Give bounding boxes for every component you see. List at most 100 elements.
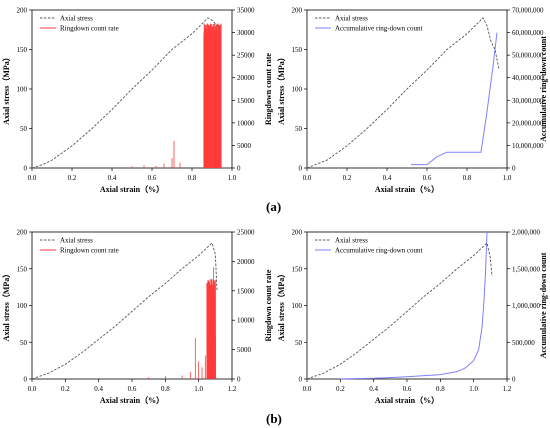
legend-label-series2: Accumulative ring-down count: [335, 247, 423, 255]
ringdown-rate-series: [131, 23, 222, 168]
chart-a-right: 0.0 0.2 0.4 0.6 0.8 1.0 0 50 100 150 200 0 10,000,00…: [275, 0, 550, 200]
y2-tick-label: 5000: [237, 346, 252, 354]
y-tick-label: 100: [17, 86, 28, 94]
chart-b-right: 0.0 0.2 0.4 0.6 0.8 1.0 1.2 0 50 100 150 200 0 500,00…: [275, 214, 550, 410]
y2-tick-label: 30,000,000: [512, 97, 544, 105]
x-tick-label: 0.6: [423, 174, 432, 182]
y-tick-label: 50: [295, 339, 303, 347]
y-tick-label: 50: [295, 125, 303, 133]
chart-b-left-svg: 0.0 0.2 0.4 0.6 0.8 1.0 1.20501001502000500010…: [1, 229, 273, 406]
x-tick-label: 0.2: [61, 385, 70, 393]
y2-tick-label: 0: [512, 165, 516, 173]
y-axis-label: Axial stress（MPa）: [276, 270, 286, 342]
x-tick-label: 0.8: [161, 385, 170, 393]
y2-axis-label: Accumulative ring-down count: [539, 252, 548, 358]
x-tick-label: 1.0: [228, 174, 237, 182]
y2-tick-label: 25000: [237, 229, 255, 237]
chart-b-right-svg: 0.0 0.2 0.4 0.6 0.8 1.0 1.20501001502000500,00…: [276, 229, 548, 406]
y2-tick-label: 15000: [237, 97, 255, 105]
y-tick-label: 200: [292, 7, 303, 15]
legend-label-stress: Axial stress: [60, 15, 93, 23]
y2-tick-label: 50,000,000: [512, 52, 544, 60]
x-tick-label: 0.8: [188, 174, 197, 182]
y2-tick-label: 20000: [237, 258, 255, 266]
x-axis-label: Axial strain（%）: [375, 184, 439, 194]
x-tick-label: 0.0: [28, 385, 37, 393]
y2-tick-label: 20,000,000: [512, 119, 544, 127]
y-tick-label: 100: [292, 302, 303, 310]
y-tick-label: 100: [292, 86, 303, 94]
ringdown-rate-series: [148, 267, 216, 379]
legend-label-stress: Axial stress: [335, 15, 368, 23]
x-tick-label: 0.4: [383, 174, 392, 182]
axial-stress-line: [306, 242, 493, 380]
y2-tick-label: 15000: [237, 287, 255, 295]
x-tick-label: 0.4: [94, 385, 103, 393]
x-tick-label: 0.6: [403, 385, 412, 393]
y2-axis-label: Ringdown count rate: [264, 269, 273, 341]
y2-tick-label: 35000: [237, 7, 255, 15]
y-axis-label: Axial stress（MPa）: [1, 53, 11, 125]
x-tick-label: 0.2: [343, 174, 352, 182]
y2-tick-label: 30000: [237, 29, 255, 37]
y-tick-label: 0: [299, 376, 303, 384]
legend-label-series2: Accumulative ring-down count: [335, 25, 423, 33]
y2-tick-label: 40,000,000: [512, 74, 544, 82]
legend-label-series2: Ringdown count rate: [60, 25, 119, 33]
x-tick-label: 0.6: [128, 385, 137, 393]
x-axis-label: Axial strain（%）: [100, 184, 164, 194]
x-tick-label: 1.0: [194, 385, 203, 393]
axial-stress-line: [31, 17, 221, 169]
y-tick-label: 0: [299, 165, 303, 173]
y2-tick-label: 70,000,000: [512, 7, 544, 15]
y-tick-label: 50: [20, 339, 28, 347]
y2-axis-label: Accumulative ring-down count: [539, 36, 548, 142]
y2-tick-label: 2,000,000: [512, 229, 541, 237]
x-axis-label: Axial strain（%）: [100, 395, 164, 405]
row-label-a: (a): [266, 199, 282, 214]
y2-tick-label: 20000: [237, 74, 255, 82]
y2-tick-label: 1,000,000: [512, 302, 541, 310]
x-tick-label: 0.6: [148, 174, 157, 182]
chart-b-left: 0.0 0.2 0.4 0.6 0.8 1.0 1.2 0 50 100 150 200 0 5000 10…: [0, 214, 275, 410]
axial-stress-line: [306, 17, 500, 169]
x-tick-label: 0.8: [436, 385, 445, 393]
y-axis-label: Axial stress（MPa）: [1, 270, 11, 342]
y2-tick-label: 500,000: [512, 339, 535, 347]
legend-label-stress: Axial stress: [60, 237, 93, 245]
legend-label-series2: Ringdown count rate: [60, 247, 119, 255]
y-tick-label: 150: [292, 265, 303, 273]
x-axis-label: Axial strain（%）: [375, 395, 439, 405]
y-tick-label: 200: [17, 229, 28, 237]
chart-a-left-svg: 0.0 0.2 0.4 0.6 0.8 1.00501001502000500010000…: [1, 7, 273, 195]
x-tick-label: 0.0: [28, 174, 37, 182]
chart-a-right-svg: 0.0 0.2 0.4 0.6 0.8 1.0050100150200010,000,00…: [276, 7, 548, 195]
y2-tick-label: 1,500,000: [512, 265, 541, 273]
x-tick-label: 0.4: [108, 174, 117, 182]
accumulative-count-line: [411, 32, 498, 166]
x-tick-label: 0.2: [68, 174, 77, 182]
y-tick-label: 0: [24, 376, 28, 384]
y-tick-label: 0: [24, 165, 28, 173]
y-tick-label: 50: [20, 125, 28, 133]
y2-tick-label: 0: [512, 376, 516, 384]
x-tick-label: 1.2: [228, 385, 237, 393]
axial-stress-line: [31, 242, 218, 380]
x-tick-label: 1.0: [503, 174, 512, 182]
x-tick-label: 0.0: [303, 385, 312, 393]
x-tick-label: 0.2: [336, 385, 345, 393]
y2-tick-label: 0: [237, 165, 241, 173]
y-tick-label: 150: [292, 46, 303, 54]
y2-tick-label: 10000: [237, 119, 255, 127]
y-tick-label: 150: [17, 265, 28, 273]
legend-label-stress: Axial stress: [335, 237, 368, 245]
y2-tick-label: 25000: [237, 52, 255, 60]
y-tick-label: 150: [17, 46, 28, 54]
x-tick-label: 0.8: [463, 174, 472, 182]
x-tick-label: 0.0: [303, 174, 312, 182]
y2-tick-label: 60,000,000: [512, 29, 544, 37]
accumulative-count-line: [340, 231, 488, 380]
y2-axis-label: Ringdown count rate: [264, 53, 273, 125]
y2-tick-label: 5000: [237, 142, 252, 150]
y2-tick-label: 10000: [237, 317, 255, 325]
